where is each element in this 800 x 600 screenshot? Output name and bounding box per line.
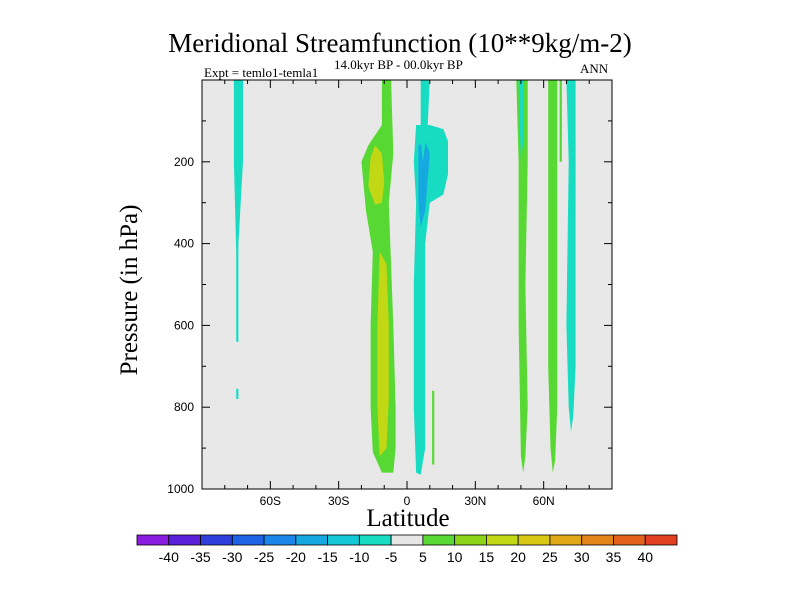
x-tick-label: 30S <box>328 494 349 508</box>
contour-region-green-stripe-64n <box>548 80 558 473</box>
colorbar-swatch <box>549 534 583 546</box>
colorbar-swatch <box>327 534 360 546</box>
colorbar-swatch <box>295 534 328 546</box>
x-tick-label: 60N <box>533 494 555 508</box>
colorbar-swatch <box>200 534 233 546</box>
colorbar-label: 25 <box>542 549 558 565</box>
x-tick-label: 60S <box>260 494 281 508</box>
colorbar-label: -20 <box>286 549 306 565</box>
colorbar-swatch <box>644 534 678 546</box>
colorbar-swatch <box>358 534 392 546</box>
x-axis-label: Latitude <box>366 505 450 532</box>
colorbar-swatch <box>486 534 519 546</box>
colorbar-swatch <box>422 534 456 546</box>
x-tick-label: 0 <box>404 494 411 508</box>
colorbar-label: -15 <box>317 549 337 565</box>
chart-title: Meridional Streamfunction (10**9kg/m-2) <box>168 28 632 58</box>
contour-region-cyan-band-10n <box>420 80 430 162</box>
colorbar-label: 40 <box>637 549 653 565</box>
colorbar-label: 15 <box>479 549 495 565</box>
colorbar-label: -10 <box>349 549 369 565</box>
contour-region-cyan-stripe-72n <box>566 80 576 432</box>
colorbar-swatch <box>136 534 170 546</box>
contour-region-green-stripe-68n <box>559 80 562 162</box>
season-label: ANN <box>580 61 609 76</box>
colorbar-label: 30 <box>574 549 590 565</box>
colorbar-swatch <box>168 534 201 546</box>
contour-region-green-band-10n <box>432 390 435 465</box>
contour-region-blue-core-5n <box>418 141 430 228</box>
contour-region-cyan-band-70s <box>233 80 243 342</box>
colorbar-swatch <box>263 534 297 546</box>
colorbar-label: -40 <box>159 549 179 565</box>
period-label: 14.0kyr BP - 00.0kyr BP <box>334 57 463 72</box>
colorbar-swatch <box>613 534 646 546</box>
colorbar-label: 20 <box>510 549 526 565</box>
contour-region-yellow-core-upper <box>368 145 385 205</box>
contour-region-green-stripe-50n <box>516 80 528 473</box>
colorbar-swatch <box>454 534 487 546</box>
experiment-label: Expt = temlo1-temla1 <box>204 65 319 80</box>
colorbar-label: -35 <box>190 549 210 565</box>
y-tick-label: 800 <box>174 400 194 414</box>
colorbar-swatch <box>581 534 614 546</box>
plot-background <box>202 80 612 489</box>
colorbar-label: 5 <box>419 549 427 565</box>
colorbar-label: -5 <box>385 549 398 565</box>
colorbar-swatch <box>390 534 424 546</box>
colorbar-swatch <box>517 534 551 546</box>
colorbar-label: 35 <box>606 549 622 565</box>
x-tick-label: 30N <box>464 494 486 508</box>
contour-region-yellow-core-lower <box>377 251 389 457</box>
colorbar-label: -25 <box>254 549 274 565</box>
colorbar-swatch <box>231 534 265 546</box>
y-tick-label: 600 <box>174 318 194 332</box>
y-tick-label: 400 <box>174 237 194 251</box>
y-tick-label: 1000 <box>167 482 194 496</box>
contour-region-cyan-spot-75s <box>236 388 239 399</box>
colorbar-label: -30 <box>222 549 242 565</box>
y-tick-label: 200 <box>174 155 194 169</box>
colorbar-label: 10 <box>447 549 463 565</box>
contour-region-cyan-stripe-52n <box>518 80 524 162</box>
